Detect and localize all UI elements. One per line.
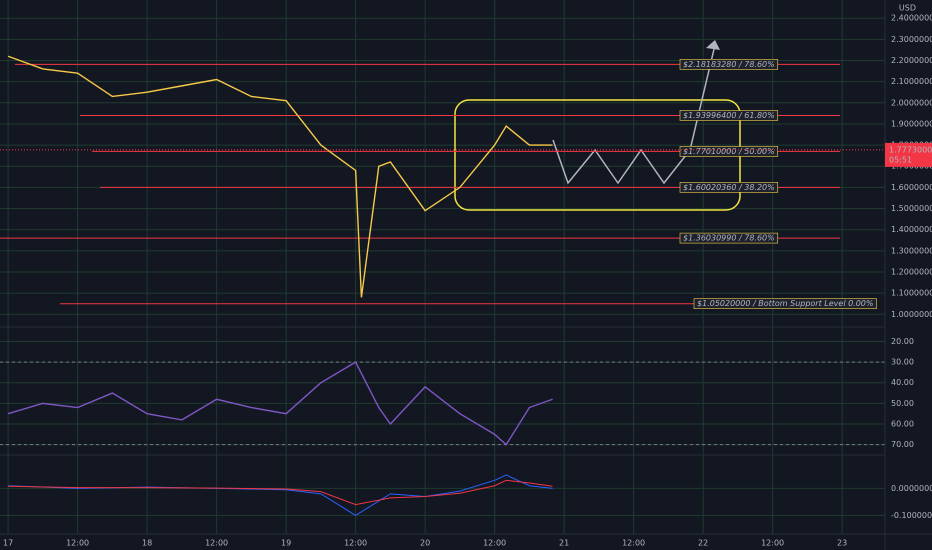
x-tick-label: 12:00 (483, 539, 506, 548)
countdown-label: 05:51 (889, 155, 912, 164)
level-label: $2.18183280 / 78.60% (683, 60, 775, 69)
y-tick-label: 50.00 (891, 399, 914, 408)
y-tick-label: 1.60000000 (891, 183, 932, 192)
y-tick-label: 1.30000000 (891, 246, 932, 255)
x-tick-label: 12:00 (622, 539, 645, 548)
y-tick-label: 0.00000000 (891, 484, 932, 493)
y-tick-label: 1.50000000 (891, 204, 932, 213)
y-tick-label: 2.30000000 (891, 35, 932, 44)
last-price-tag (885, 142, 932, 167)
level-label-box (679, 182, 779, 193)
y-tick-label: 40.00 (891, 378, 914, 387)
y-tick-label: 1.10000000 (891, 289, 932, 298)
x-tick-label: 12:00 (761, 539, 784, 548)
x-tick-label: 12:00 (344, 539, 367, 548)
series-line (8, 479, 553, 506)
y-tick-label: 30.00 (891, 358, 914, 367)
x-tick-label: 21 (559, 539, 569, 548)
series-line (7, 361, 553, 446)
level-label: $1.36030990 / 78.60% (683, 234, 775, 243)
x-tick-label: 17 (3, 539, 13, 548)
level-label-box (693, 298, 877, 309)
y-tick-label: 20.00 (891, 337, 914, 346)
x-tick-label: 12:00 (205, 539, 228, 548)
x-tick-label: 23 (837, 539, 847, 548)
level-label-box (679, 146, 779, 157)
level-label-box (679, 59, 779, 70)
y-tick-label: 2.00000000 (891, 98, 932, 107)
x-tick-label: 18 (142, 539, 152, 548)
x-tick-label: 20 (420, 539, 430, 548)
y-tick-label: 70.00 (891, 440, 914, 449)
currency-label: USD (899, 4, 916, 13)
grid (0, 0, 885, 534)
level-label: $1.05020000 / Bottom Support Level 0.00% (697, 299, 874, 308)
level-label: $1.60020360 / 38.20% (683, 183, 775, 192)
level-label-box (679, 232, 779, 244)
y-tick-label: 2.20000000 (891, 56, 932, 65)
y-tick-label: 1.20000000 (891, 268, 932, 277)
marks: 17 12:00 18 12:00 19 12:00 20 12:00 21 12:00 22 12:… (0, 14, 932, 548)
level-label-box (679, 110, 779, 121)
y-tick-label: 60.00 (891, 420, 914, 429)
y-tick-label: 1.40000000 (891, 225, 932, 234)
level-label: $1.77010000 / 50.00% (683, 147, 775, 156)
y-tick-label: 1.00000000 (891, 310, 932, 319)
series-line (7, 55, 553, 298)
y-tick-label: -0.10000000 (891, 511, 932, 520)
level-label: $1.93996400 / 61.80% (683, 111, 775, 120)
x-tick-label: 12:00 (66, 539, 89, 548)
x-tick-label: 22 (698, 539, 708, 548)
x-tick-label: 19 (281, 539, 291, 548)
y-tick-label: 2.10000000 (891, 77, 932, 86)
y-tick-label: 1.90000000 (891, 119, 932, 128)
projection-arrow (706, 40, 720, 50)
y-tick-label: 2.40000000 (891, 14, 932, 23)
